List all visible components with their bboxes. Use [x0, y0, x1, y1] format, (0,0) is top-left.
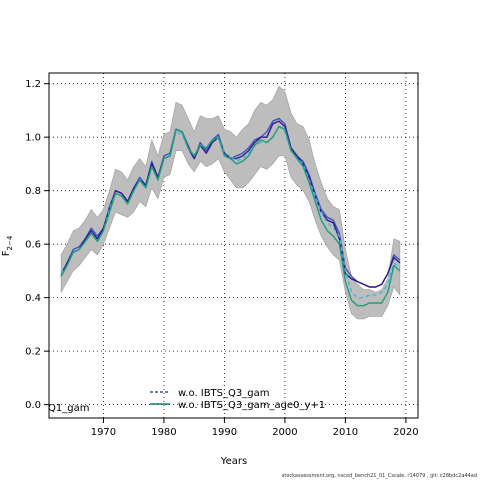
series-lines	[60, 117, 401, 307]
x-axis: 1970 1980 1990 2000 2010 2020	[91, 418, 419, 438]
y-axis-title: F2−4	[1, 235, 14, 256]
x-tick-label: 2000	[272, 427, 297, 438]
y-tick-label: 0.4	[25, 293, 41, 304]
y-tick-label: 0.8	[25, 186, 41, 197]
x-tick-label: 1990	[212, 427, 237, 438]
plot-frame	[48, 72, 419, 419]
series-line-4	[60, 125, 401, 307]
y-tick-label: 0.2	[25, 347, 41, 358]
grid-lines	[49, 73, 418, 418]
x-axis-title: Years	[220, 456, 247, 467]
legend-label: w.o. IBTS_Q3_gam	[178, 388, 269, 399]
y-tick-label: 0.6	[25, 240, 41, 251]
partial-legend-label: Q1_gam	[48, 403, 89, 414]
x-tick-label: 2010	[333, 427, 358, 438]
x-tick-label: 1980	[151, 427, 176, 438]
y-axis: 0.0 0.2 0.4 0.6 0.8 1.0 1.2	[25, 79, 49, 411]
footer-text: stockassessment.org, nscod_bench21_01_Cs…	[282, 473, 477, 479]
y-tick-label: 0.0	[25, 400, 41, 411]
y-tick-label: 1.0	[25, 133, 41, 144]
x-tick-label: 1970	[91, 427, 116, 438]
legend-label: w.o. IBTS_Q3_gam_age0_y+1	[178, 400, 325, 411]
y-tick-label: 1.2	[25, 79, 41, 90]
x-tick-label: 2020	[393, 427, 418, 438]
